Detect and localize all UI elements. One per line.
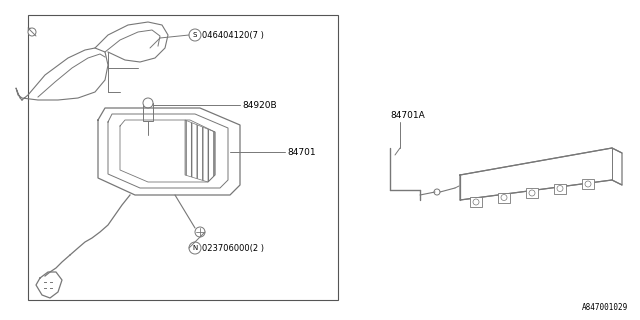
Circle shape [529,190,535,196]
Circle shape [434,189,440,195]
Polygon shape [98,108,240,195]
Circle shape [501,195,507,201]
Bar [143,103,153,121]
Text: 023706000(2 ): 023706000(2 ) [202,244,264,252]
Bar [498,193,510,203]
Text: 84701: 84701 [287,148,316,156]
Text: N: N [193,245,198,251]
Text: A847001029: A847001029 [582,303,628,312]
Circle shape [189,242,201,254]
Text: S: S [193,32,197,38]
Circle shape [28,28,36,36]
Polygon shape [460,148,622,200]
Polygon shape [108,114,228,188]
Polygon shape [185,120,215,182]
Bar [554,183,566,194]
Circle shape [143,98,153,108]
Text: 84701A: 84701A [390,110,425,119]
Circle shape [195,227,205,237]
Bar [582,179,594,189]
Bar [470,197,482,207]
Circle shape [473,199,479,205]
Circle shape [557,186,563,191]
Bar [526,188,538,198]
Circle shape [585,181,591,187]
Text: 84920B: 84920B [242,100,276,109]
Bar [28,15,338,300]
Circle shape [189,29,201,41]
Text: 046404120(7 ): 046404120(7 ) [202,30,264,39]
